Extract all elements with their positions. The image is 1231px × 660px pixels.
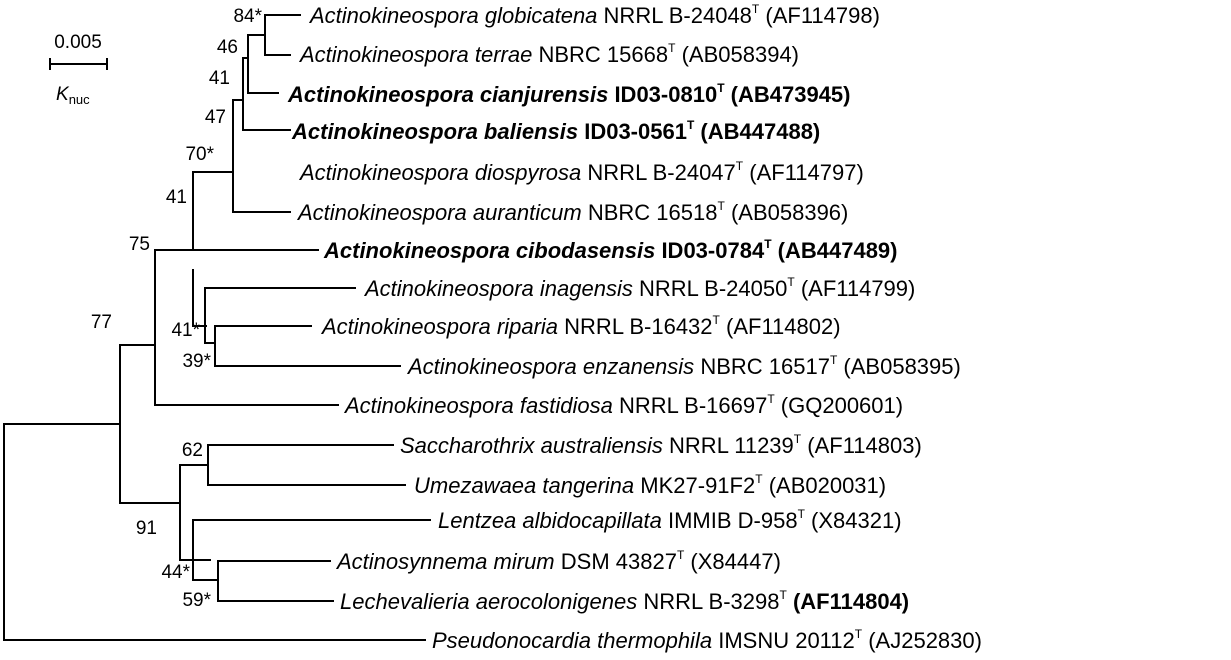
bootstrap-value: 91 [136, 518, 157, 539]
taxon-label: Actinokineospora diospyrosa NRRL B-24047… [298, 159, 864, 185]
bootstrap-value: 75 [129, 234, 150, 255]
scale-bar: 0.005 Knuc [49, 32, 108, 107]
bootstrap-value: 62 [182, 440, 203, 461]
taxon-label: Umezawaea tangerina MK27-91F2T (AB020031… [414, 472, 886, 498]
taxon-label: Actinokineospora fastidiosa NRRL B-16697… [343, 392, 903, 418]
taxon-label: Actinokineospora enzanensis NBRC 16517T … [406, 353, 961, 379]
bootstrap-value: 77 [91, 312, 112, 333]
taxon-label: Lentzea albidocapillata IMMIB D-958T (X8… [438, 507, 902, 533]
bootstrap-value: 59* [182, 590, 211, 611]
taxon-label: Pseudonocardia thermophila IMSNU 20112T … [432, 627, 982, 653]
bootstrap-value: 84* [233, 6, 262, 27]
taxon-label: Lechevalieria aerocolonigenes NRRL B-329… [340, 588, 909, 614]
taxon-label: Actinokineospora auranticum NBRC 16518T … [296, 199, 848, 225]
taxon-label: Actinokineospora baliensis ID03-0561T (A… [291, 118, 820, 144]
taxon-label: Actinokineospora globicatena NRRL B-2404… [308, 2, 880, 28]
bootstrap-values: 84* 46 41 47 70* 41 75 77 41* 39* 62 91 … [91, 6, 263, 611]
taxon-label: Actinokineospora cibodasensis ID03-0784T… [323, 237, 898, 263]
taxon-label: Saccharothrix australiensis NRRL 11239T … [400, 432, 922, 458]
bootstrap-value: 44* [161, 562, 190, 583]
taxon-label: Actinosynnema mirum DSM 43827T (X84447) [335, 548, 781, 574]
bootstrap-value: 47 [205, 107, 226, 128]
taxon-label: Actinokineospora terrae NBRC 15668T (AB0… [298, 41, 799, 67]
bootstrap-value: 41 [209, 68, 230, 89]
scale-bar-unit: Knuc [56, 84, 90, 107]
taxon-labels: Actinokineospora globicatena NRRL B-2404… [287, 2, 982, 653]
bootstrap-value: 41* [171, 320, 200, 341]
taxon-label: Actinokineospora riparia NRRL B-16432T (… [320, 313, 841, 339]
tree-branches [3, 14, 431, 641]
bootstrap-value: 70* [185, 144, 214, 165]
scale-bar-value: 0.005 [54, 32, 102, 53]
taxon-label: Actinokineospora cianjurensis ID03-0810T… [287, 81, 851, 107]
bootstrap-value: 41 [166, 187, 187, 208]
taxon-label: Actinokineospora inagensis NRRL B-24050T… [363, 275, 915, 301]
bootstrap-value: 39* [182, 351, 211, 372]
bootstrap-value: 46 [217, 37, 238, 58]
